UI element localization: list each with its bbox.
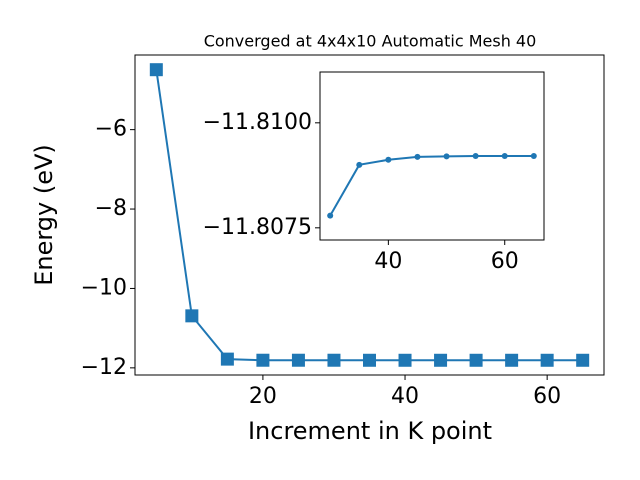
- marker: [149, 63, 163, 77]
- marker: [256, 353, 270, 367]
- marker: [469, 353, 483, 367]
- y-axis-label: Energy (eV): [30, 144, 58, 286]
- marker: [530, 153, 537, 159]
- x-tick-label: 40: [391, 384, 419, 409]
- marker: [472, 153, 479, 159]
- marker: [414, 153, 421, 160]
- marker: [363, 353, 376, 367]
- y-tick-label: −8: [95, 196, 127, 221]
- marker: [505, 353, 519, 367]
- y-tick-label: −6: [95, 117, 127, 142]
- marker: [434, 353, 448, 367]
- marker: [443, 153, 450, 160]
- y-tick-label: −10: [81, 275, 127, 300]
- marker: [220, 352, 234, 366]
- marker: [385, 156, 392, 163]
- y-tick-label: −12: [81, 355, 127, 380]
- series-line: [329, 155, 534, 217]
- marker: [327, 212, 334, 219]
- marker: [327, 353, 341, 367]
- chart-title: Converged at 4x4x10 Automatic Mesh 40: [204, 32, 537, 51]
- marker: [356, 161, 363, 168]
- x-tick-label: 60: [491, 249, 519, 274]
- y-tick-label: −11.8100: [203, 110, 312, 135]
- x-tick-label: 40: [374, 249, 402, 274]
- marker: [576, 353, 590, 367]
- x-tick-label: 20: [249, 384, 277, 409]
- marker: [540, 353, 554, 367]
- x-axis-label: Increment in K point: [248, 417, 492, 445]
- y-tick-label: −11.8075: [203, 215, 312, 240]
- marker: [398, 353, 412, 367]
- marker: [291, 353, 305, 367]
- marker: [185, 309, 199, 323]
- marker: [501, 153, 508, 159]
- x-tick-label: 60: [533, 384, 561, 409]
